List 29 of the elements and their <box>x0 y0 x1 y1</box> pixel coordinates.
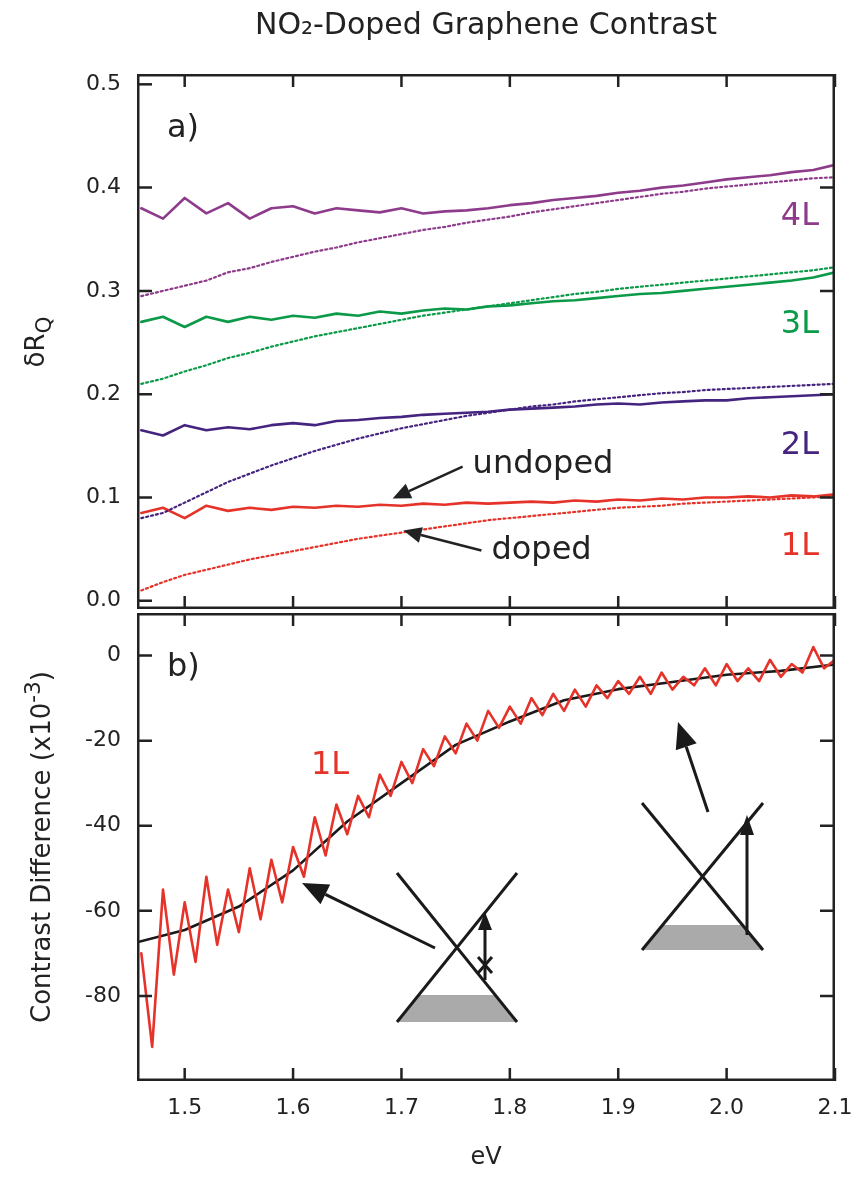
y-tick-label: -80 <box>85 981 121 1007</box>
y-tick-label: -20 <box>85 726 121 752</box>
x-tick-label: 1.9 <box>600 1093 636 1119</box>
x-axis-title: eV <box>470 1141 503 1170</box>
y-tick-label: 0.1 <box>86 483 121 509</box>
y-tick-label: 0.4 <box>86 173 121 199</box>
annotation: b) <box>167 646 200 685</box>
annotation: undoped <box>472 442 614 481</box>
chart-title: NO₂-Doped Graphene Contrast <box>253 6 719 41</box>
x-tick-label: 1.7 <box>383 1093 419 1119</box>
y-tick-label: 0.3 <box>86 276 121 302</box>
x-tick-label: 2.0 <box>709 1093 745 1119</box>
x-tick-label: 1.5 <box>167 1093 203 1119</box>
series-label: 1L <box>780 524 820 563</box>
annotation: doped <box>491 528 592 567</box>
series-label: 4L <box>780 195 820 234</box>
x-tick-label: 2.1 <box>817 1093 853 1119</box>
y-tick-label: 0.5 <box>86 70 121 96</box>
y-tick-label: 0.2 <box>86 379 121 405</box>
annotation: a) <box>167 107 200 146</box>
y-tick-label: -60 <box>85 896 121 922</box>
y-tick-label: -40 <box>85 811 121 837</box>
series-label: 2L <box>780 424 820 463</box>
y-tick-label: 0.0 <box>86 586 121 612</box>
series-label: 3L <box>780 302 820 341</box>
series-label: 1L <box>311 744 350 783</box>
x-tick-label: 1.8 <box>492 1093 528 1119</box>
y-tick-label: 0 <box>107 641 121 667</box>
x-tick-label: 1.6 <box>275 1093 311 1119</box>
